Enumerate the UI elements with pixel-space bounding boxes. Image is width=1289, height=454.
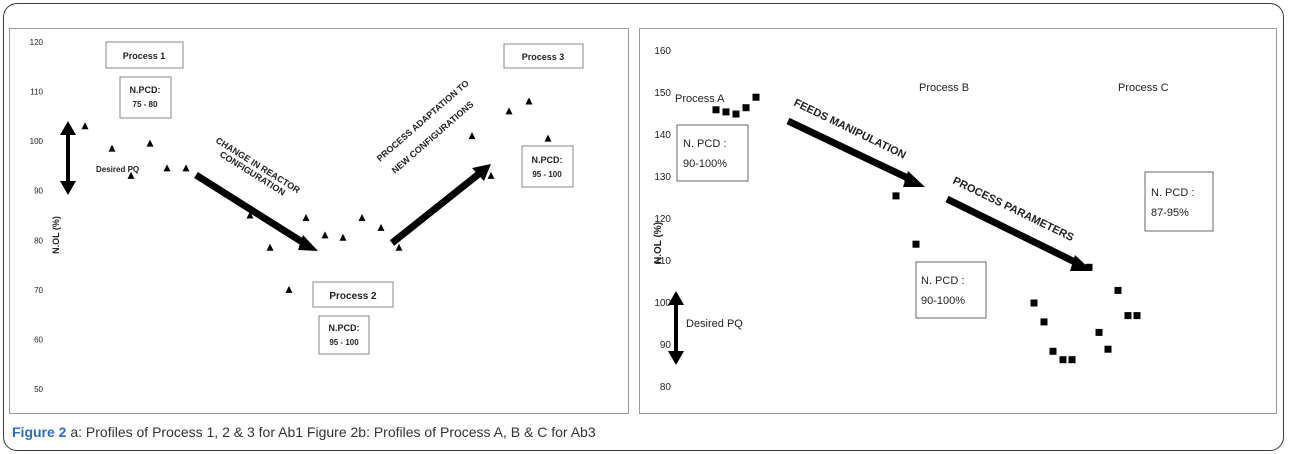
chart-a-point-5 [182, 164, 190, 172]
figure-caption-text: a: Profiles of Process 1, 2 & 3 for Ab1 … [70, 424, 596, 440]
chart-b-y-tick-120: 120 [654, 214, 671, 225]
chart-b-pcd-box-b-line2: 90-100% [921, 295, 965, 307]
chart-panel-b: 80 90 100 110 120 130 140 150 160 N.OL (%) Proce… [639, 28, 1277, 414]
chart-a-point-0 [81, 122, 89, 130]
chart-b-point-18 [1124, 312, 1132, 320]
chart-a-y-tick-100: 100 [30, 137, 44, 146]
chart-b-y-axis: 80 90 100 110 120 130 140 150 160 [654, 46, 671, 393]
chart-b-point-17 [1114, 286, 1122, 294]
chart-b-y-tick-90: 90 [660, 340, 672, 351]
chart-b-y-tick-110: 110 [655, 256, 671, 267]
chart-b-pcd-box-a-line2: 90-100% [683, 158, 727, 170]
chart-b-point-5 [892, 192, 900, 200]
chart-b-point-10 [1049, 347, 1057, 355]
chart-panel-a: 50 60 70 80 90 100 110 120 N.OL (%) Desired PQ … [9, 28, 629, 414]
chart-a-process-2-label: Process 2 [329, 291, 377, 302]
chart-a-point-3 [146, 139, 154, 147]
chart-a-point-8 [285, 285, 293, 293]
chart-a-point-14 [395, 243, 403, 251]
chart-b-process-c-label: Process C [1118, 82, 1169, 94]
chart-b-pcd-box-c-line1: N. PCD : [1151, 187, 1194, 199]
chart-b-y-tick-80: 80 [660, 382, 672, 393]
chart-b-point-11 [1059, 356, 1067, 364]
chart-b-process-a-label: Process A [675, 93, 725, 105]
chart-b-points [712, 93, 1141, 364]
chart-a-pcd-box-1-line1: N.PCD: [130, 85, 161, 95]
chart-a-pcd-box-2-line2: 95 - 100 [329, 338, 359, 347]
chart-b-point-14 [1085, 263, 1093, 271]
chart-b-arrow-feeds-manipulation [786, 117, 925, 187]
chart-a-y-tick-70: 70 [34, 286, 43, 295]
chart-a-point-4 [163, 164, 171, 172]
chart-b-svg: 80 90 100 110 120 130 140 150 160 N.OL (%) Proce… [653, 46, 1214, 393]
chart-b-point-19 [1133, 312, 1141, 320]
chart-b-y-tick-160: 160 [654, 46, 671, 57]
chart-a-y-tick-60: 60 [34, 335, 43, 344]
chart-a-desired-pq-arrow [60, 121, 76, 195]
chart-b-pcd-box-b-line1: N. PCD : [921, 275, 964, 287]
chart-b-y-tick-100: 100 [654, 298, 671, 309]
chart-a-y-tick-80: 80 [34, 236, 43, 245]
chart-b-y-tick-150: 150 [654, 88, 671, 99]
chart-b-desired-pq-arrow [668, 291, 684, 365]
chart-a-point-12 [358, 213, 366, 221]
chart-b-point-16 [1104, 345, 1112, 353]
chart-a-y-tick-50: 50 [34, 385, 43, 394]
chart-a-arrow-1-line1: CHANGE IN REACTOR [214, 135, 302, 195]
chart-b-point-12 [1068, 356, 1076, 364]
chart-b-pcd-box-c-line2: 87-95% [1151, 207, 1189, 219]
chart-b-point-4 [752, 93, 760, 101]
chart-a-point-16 [487, 171, 495, 179]
chart-a-point-11 [339, 233, 347, 241]
chart-b-point-0 [712, 106, 720, 114]
chart-a-point-15 [468, 132, 476, 140]
chart-a-point-7 [266, 243, 274, 251]
chart-a-pcd-box-3-line1: N.PCD: [532, 155, 563, 165]
chart-b-arrow-process-parameters [945, 195, 1092, 271]
chart-a-points [81, 97, 552, 293]
chart-a-arrow-process-adaptation [389, 164, 491, 246]
chart-b-desired-pq-label: Desired PQ [686, 318, 743, 330]
chart-a-point-13 [377, 223, 385, 231]
chart-a-point-18 [525, 97, 533, 105]
chart-a-process-1-label: Process 1 [123, 51, 166, 61]
chart-b-pcd-box-a-line1: N. PCD : [683, 138, 726, 150]
chart-a-point-1 [108, 144, 116, 152]
chart-b-point-15 [1095, 328, 1103, 336]
chart-b-point-3 [742, 104, 750, 112]
chart-a-y-axis: 50 60 70 80 90 100 110 120 [30, 38, 44, 394]
chart-a-y-tick-110: 110 [30, 88, 43, 97]
chart-a-point-6 [246, 211, 254, 219]
chart-a-pcd-box-1-line2: 75 - 80 [133, 100, 158, 109]
chart-a-arrow-reactor-change [194, 172, 318, 251]
chart-b-y-tick-140: 140 [654, 130, 671, 141]
chart-a-y-axis-label: N.OL (%) [51, 216, 61, 254]
chart-a-y-tick-90: 90 [34, 187, 43, 196]
chart-a-y-tick-120: 120 [30, 38, 44, 47]
chart-a-pcd-box-2-line1: N.PCD: [329, 323, 360, 333]
chart-a-pcd-box-3-line2: 95 - 100 [532, 170, 562, 179]
chart-b-point-7 [912, 240, 920, 248]
chart-b-point-8 [1030, 299, 1038, 307]
chart-b-y-axis-label: N.OL (%) [653, 222, 664, 264]
chart-a-point-17 [505, 107, 513, 115]
chart-b-y-tick-130: 130 [654, 172, 671, 183]
chart-a-point-9 [302, 213, 310, 221]
chart-a-point-19 [544, 134, 552, 142]
chart-a-desired-pq-label: Desired PQ [96, 165, 139, 174]
chart-a-point-2 [127, 171, 135, 179]
chart-a-process-3-label: Process 3 [522, 52, 565, 62]
chart-b-process-b-label: Process B [919, 82, 969, 94]
chart-b-point-1 [722, 108, 730, 116]
chart-a-point-10 [321, 231, 329, 239]
chart-b-point-2 [732, 110, 740, 118]
figure-caption-label: Figure 2 [12, 424, 67, 440]
figure-caption: Figure 2 a: Profiles of Process 1, 2 & 3… [12, 424, 596, 440]
chart-b-point-9 [1040, 318, 1048, 326]
figure-frame [3, 3, 1284, 451]
